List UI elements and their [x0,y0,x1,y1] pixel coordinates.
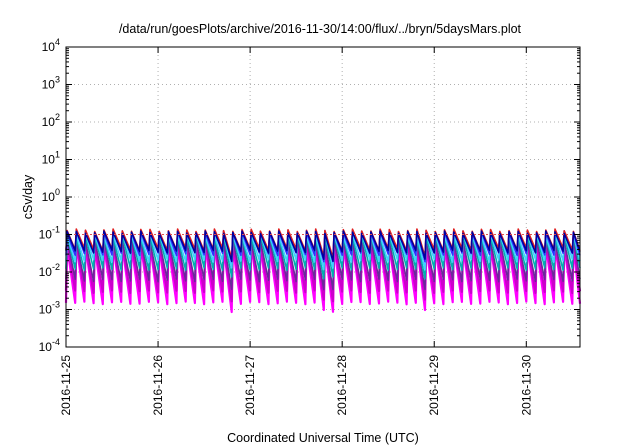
x-axis-label: Coordinated Universal Time (UTC) [227,431,419,445]
y-tick-label: 10-4 [39,337,60,354]
y-tick-label: 102 [42,112,60,129]
x-tick-label: 2016-11-29 [427,355,441,416]
y-tick-label: 10-1 [39,225,60,242]
x-tick-label: 2016-11-26 [151,355,165,416]
y-axis-ticks: 10-4 10-3 10-2 10-1 100 101 102 103 104 [39,37,580,354]
x-tick-label: 2016-11-28 [335,355,349,416]
y-tick-label: 104 [42,37,60,54]
x-axis-ticks: 2016-11-25 2016-11-26 2016-11-27 2016-11-28… [59,47,533,416]
series-group [64,228,582,314]
y-tick-label: 101 [42,150,60,167]
y-tick-label: 100 [42,187,60,204]
y-tick-label: 10-2 [39,262,60,279]
y-axis-label: cSv/day [21,174,35,219]
x-tick-label: 2016-11-27 [243,355,257,416]
x-tick-label: 2016-11-30 [519,355,533,416]
series-line-7 [65,230,581,262]
chart-title: /data/run/goesPlots/archive/2016-11-30/1… [119,22,522,36]
x-tick-label: 2016-11-25 [59,355,73,416]
y-tick-label: 10-3 [39,300,60,317]
y-tick-label: 103 [42,75,60,92]
